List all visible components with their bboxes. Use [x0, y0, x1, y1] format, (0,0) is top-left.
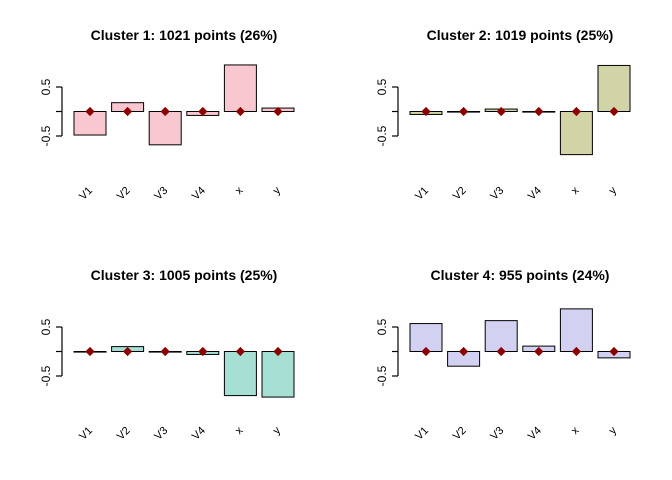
- center-marker-diamond: [198, 346, 208, 357]
- center-marker-diamond: [609, 106, 619, 117]
- center-marker-diamond: [160, 106, 170, 117]
- y-tick-label: -0.5: [39, 125, 53, 146]
- center-marker-diamond: [85, 106, 95, 117]
- panel-title-cluster-4: Cluster 4: 955 points (24%): [430, 267, 610, 283]
- x-tick-label: x: [233, 184, 246, 197]
- center-marker-diamond: [571, 346, 581, 357]
- y-tick-label: 0.5: [39, 78, 53, 95]
- bar-V3: [148, 111, 182, 146]
- x-tick-label: V2: [115, 425, 133, 443]
- center-marker-diamond: [496, 346, 506, 357]
- x-tick-label: V2: [115, 185, 133, 203]
- x-tick-label: V1: [77, 425, 95, 443]
- y-tick-label: 0.5: [375, 78, 389, 95]
- x-tick-label: V1: [413, 425, 431, 443]
- x-tick-label: x: [569, 184, 582, 197]
- center-marker-diamond: [459, 346, 469, 357]
- x-tick-label: y: [607, 424, 620, 437]
- center-marker-diamond: [123, 106, 133, 117]
- x-tick-label: V4: [190, 185, 208, 203]
- x-tick-label: V3: [152, 185, 170, 203]
- bar-x: [559, 308, 593, 353]
- center-marker-diamond: [160, 346, 170, 357]
- center-marker-diamond: [421, 106, 431, 117]
- panel-title-cluster-1: Cluster 1: 1021 points (26%): [90, 27, 278, 43]
- x-tick-label: x: [233, 424, 246, 437]
- y-tick-label: -0.5: [39, 365, 53, 386]
- cluster-panel-2: Cluster 2: 1019 points (25%) -0.5 0.5 V1 V2…: [336, 0, 672, 240]
- bar-y: [597, 64, 631, 113]
- barplot-cluster-3: -0.5 0.5 V1 V2 V3 V4 x y: [39, 318, 295, 443]
- barplot-cluster-2: -0.5 0.5 V1 V2 V3 V4 x y: [375, 64, 631, 203]
- y-tick-label: -0.5: [375, 365, 389, 386]
- center-marker-diamond: [571, 106, 581, 117]
- bar-x: [559, 111, 593, 156]
- bar-x: [223, 64, 257, 112]
- center-marker-diamond: [85, 346, 95, 357]
- cluster-panel-3: Cluster 3: 1005 points (25%) -0.5 0.5 V1 V2…: [0, 240, 336, 480]
- panel-title-cluster-2: Cluster 2: 1019 points (25%): [426, 27, 614, 43]
- y-tick-label: -0.5: [375, 125, 389, 146]
- x-tick-label: y: [271, 424, 284, 437]
- center-marker-diamond: [534, 346, 544, 357]
- center-marker-diamond: [534, 106, 544, 117]
- center-marker-diamond: [273, 106, 283, 117]
- x-tick-label: V1: [77, 185, 95, 203]
- x-tick-label: V1: [413, 185, 431, 203]
- x-tick-label: V4: [190, 425, 208, 443]
- center-marker-diamond: [235, 346, 245, 357]
- center-marker-diamond: [123, 346, 133, 357]
- barplot-cluster-1: -0.5 0.5 V1 V2 V3 V4 x y: [39, 64, 295, 203]
- x-tick-label: V3: [488, 425, 506, 443]
- x-tick-label: V4: [526, 185, 544, 203]
- x-tick-label: V3: [488, 185, 506, 203]
- center-marker-diamond: [459, 106, 469, 117]
- center-marker-diamond: [421, 346, 431, 357]
- center-marker-diamond: [609, 346, 619, 357]
- x-tick-label: V4: [526, 425, 544, 443]
- bar-V3: [484, 320, 518, 352]
- panel-title-cluster-3: Cluster 3: 1005 points (25%): [90, 267, 278, 283]
- center-marker-diamond: [198, 106, 208, 117]
- bar-V1: [409, 323, 443, 352]
- cluster-panel-4: Cluster 4: 955 points (24%) -0.5 0.5 V1 V2 V…: [336, 240, 672, 480]
- center-marker-diamond: [235, 106, 245, 117]
- barplot-cluster-4: -0.5 0.5 V1 V2 V3 V4 x y: [375, 308, 631, 443]
- x-tick-label: V2: [451, 185, 469, 203]
- x-tick-label: V2: [451, 425, 469, 443]
- x-tick-label: y: [271, 184, 284, 197]
- bar-y: [261, 351, 295, 398]
- center-marker-diamond: [273, 346, 283, 357]
- x-tick-label: x: [569, 424, 582, 437]
- cluster-panel-1: Cluster 1: 1021 points (26%) -0.5 0.5 V1 V2…: [0, 0, 336, 240]
- x-tick-label: y: [607, 184, 620, 197]
- y-tick-label: 0.5: [375, 318, 389, 335]
- center-marker-diamond: [496, 106, 506, 117]
- y-tick-label: 0.5: [39, 318, 53, 335]
- x-tick-label: V3: [152, 425, 170, 443]
- bar-x: [223, 351, 257, 397]
